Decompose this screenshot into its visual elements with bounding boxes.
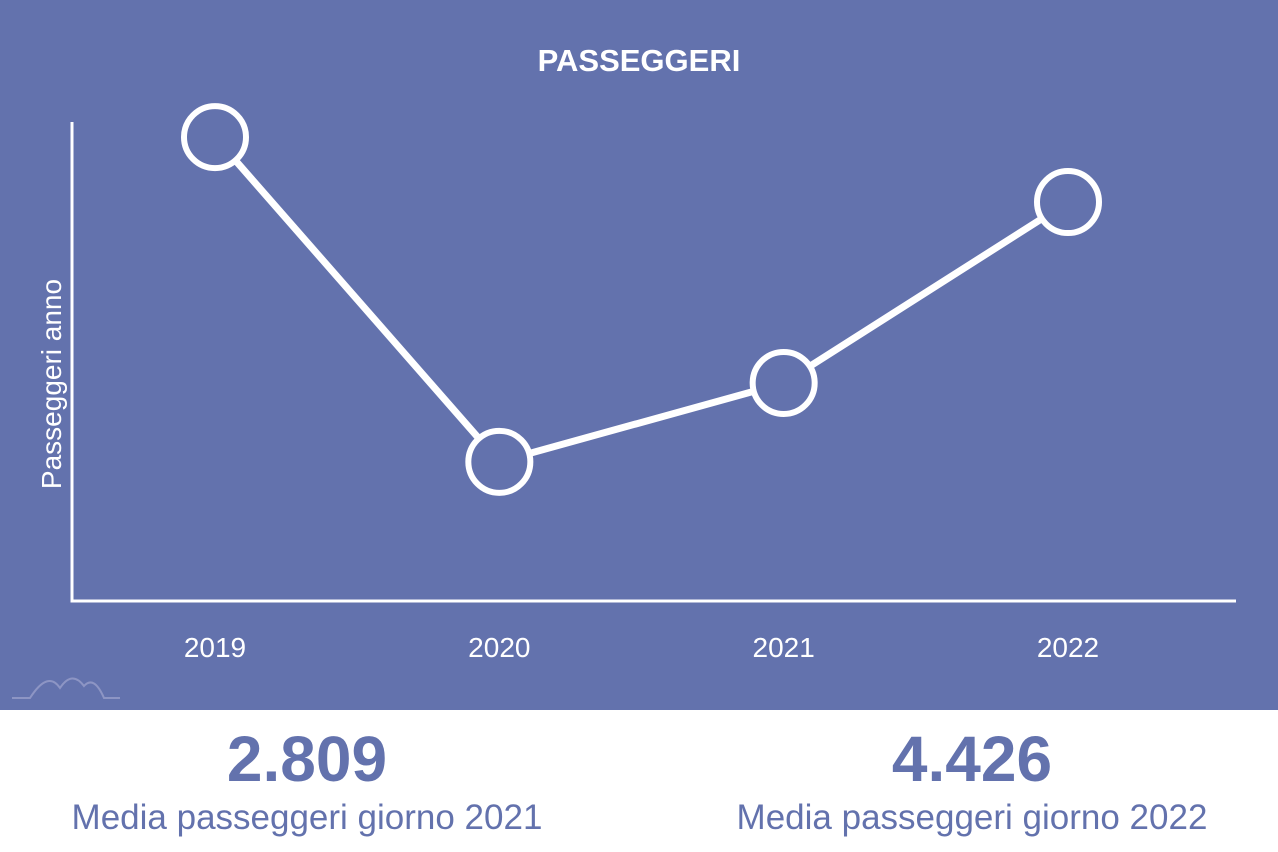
data-point-2021 [749, 348, 818, 417]
x-tick-label-2019: 2019 [184, 632, 246, 663]
stat-value: 4.426 [891, 723, 1053, 795]
series-group [181, 103, 1102, 496]
data-point-2022 [1034, 168, 1102, 237]
data-point-2019 [181, 103, 249, 172]
y-axis-label: Passeggeri anno [36, 279, 67, 489]
x-tick-label-2022: 2022 [1037, 632, 1099, 663]
data-point-2020 [465, 427, 534, 496]
x-tick-label-2020: 2020 [468, 632, 530, 663]
mountain-logo-icon [12, 677, 120, 699]
series-line [212, 134, 1070, 466]
stat-value: 2.809 [226, 723, 388, 795]
line-chart: PASSEGGERI Passeggeri anno 2019 2020 2021 2… [12, 43, 1236, 699]
stat-2022: 4.426 Media passeggeri giorno 2022 [692, 722, 1252, 840]
x-tick-labels: 2019 2020 2021 2022 [184, 632, 1099, 663]
stat-label: Media passeggeri giorno 2021 [71, 798, 543, 837]
chart-panel: PASSEGGERI Passeggeri anno 2019 2020 2021 2… [0, 0, 1278, 710]
stat-2021: 2.809 Media passeggeri giorno 2021 [27, 722, 587, 840]
x-tick-label-2021: 2021 [753, 632, 815, 663]
chart-title: PASSEGGERI [538, 43, 741, 78]
stat-label: Media passeggeri giorno 2022 [736, 798, 1208, 837]
